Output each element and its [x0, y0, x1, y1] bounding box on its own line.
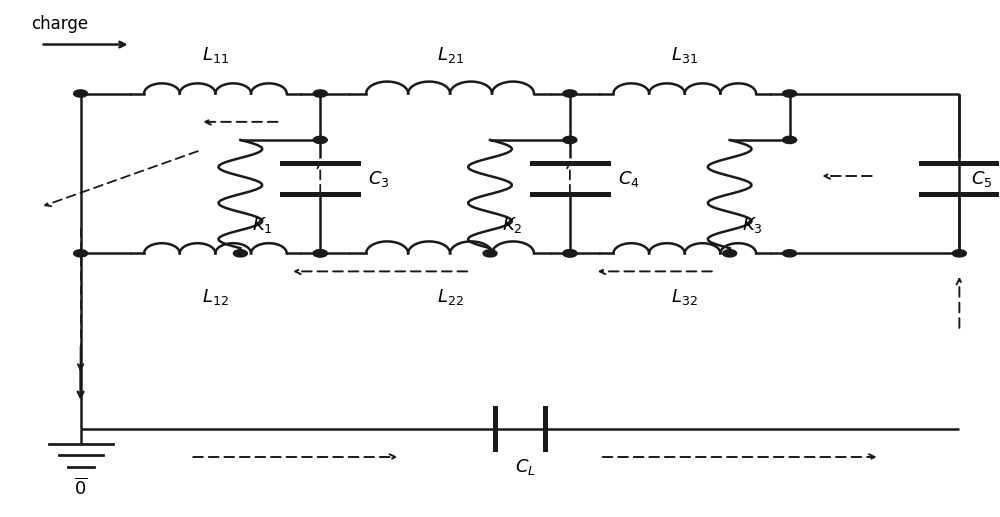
- Circle shape: [74, 250, 88, 257]
- Circle shape: [233, 250, 247, 257]
- Circle shape: [563, 250, 577, 257]
- Circle shape: [783, 136, 797, 144]
- Text: $C_4$: $C_4$: [618, 169, 640, 189]
- Circle shape: [783, 250, 797, 257]
- Circle shape: [563, 90, 577, 97]
- Circle shape: [723, 250, 737, 257]
- Circle shape: [563, 136, 577, 144]
- Text: $L_{12}$: $L_{12}$: [202, 287, 229, 307]
- Text: $L_{11}$: $L_{11}$: [202, 45, 229, 65]
- Text: $L_{31}$: $L_{31}$: [671, 45, 698, 65]
- Text: $L_{32}$: $L_{32}$: [671, 287, 698, 307]
- Text: charge: charge: [31, 15, 88, 33]
- Circle shape: [313, 250, 327, 257]
- Circle shape: [563, 250, 577, 257]
- Circle shape: [783, 90, 797, 97]
- Text: $K_2$: $K_2$: [502, 215, 523, 235]
- Circle shape: [313, 250, 327, 257]
- Circle shape: [313, 136, 327, 144]
- Text: $C_L$: $C_L$: [515, 457, 535, 477]
- Text: $K_1$: $K_1$: [252, 215, 273, 235]
- Text: $\overline{0}$: $\overline{0}$: [74, 478, 87, 498]
- Circle shape: [74, 90, 88, 97]
- Text: $C_3$: $C_3$: [368, 169, 390, 189]
- Text: $C_5$: $C_5$: [971, 169, 993, 189]
- Circle shape: [313, 90, 327, 97]
- Text: $K_3$: $K_3$: [742, 215, 762, 235]
- Circle shape: [483, 250, 497, 257]
- Circle shape: [952, 250, 966, 257]
- Text: $L_{22}$: $L_{22}$: [437, 287, 463, 307]
- Text: $L_{21}$: $L_{21}$: [437, 45, 464, 65]
